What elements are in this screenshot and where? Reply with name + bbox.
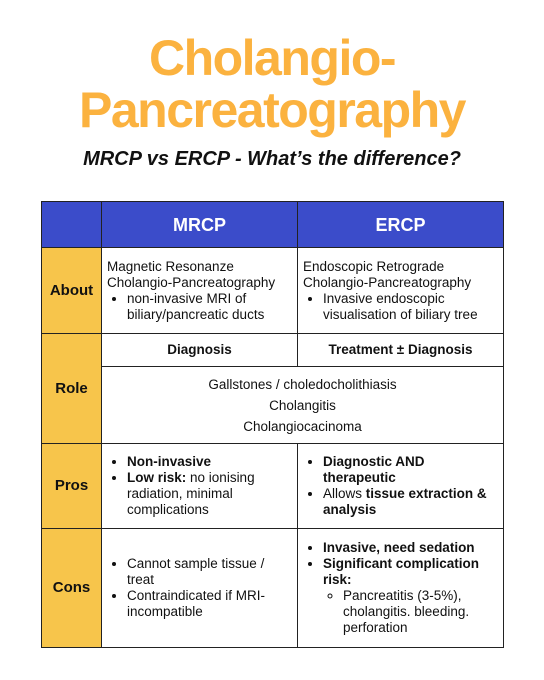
bullet: Invasive endoscopic visualisation of bil… [323, 291, 498, 323]
text: Non-invasive [127, 454, 212, 469]
cell: Gallstones / choledocholithiasis Cholang… [101, 366, 504, 444]
row-label: Cons [41, 528, 102, 648]
list: Non-invasive Low risk: no ionising radia… [107, 454, 292, 518]
text: Invasive, need sedation [323, 540, 475, 555]
text: Endoscopic Retrograde [303, 258, 445, 274]
cell: Invasive, need sedation Significant comp… [297, 528, 504, 648]
row: Pros Non-invasive Low risk: no ionising … [41, 443, 504, 529]
header-cell: MRCP [101, 201, 298, 248]
list: Invasive endoscopic visualisation of bil… [303, 291, 498, 323]
bullet: Significant complication risk: Pancreati… [323, 556, 498, 636]
cell: Magnetic Resonanze Cholangio-Pancreatogr… [101, 247, 298, 334]
header-cell [41, 201, 102, 248]
bullet: Invasive, need sedation [323, 540, 498, 556]
cell: Treatment ± Diagnosis [297, 333, 504, 367]
row-label: About [41, 247, 102, 334]
header-row: MRCP ERCP [41, 201, 504, 248]
bullet: Non-invasive [127, 454, 292, 470]
text: Cholangitis [269, 397, 336, 413]
text: Magnetic Resonanze [107, 258, 234, 274]
row: Cons Cannot sample tissue / treat Contra… [41, 528, 504, 648]
cell: Diagnosis [101, 333, 298, 367]
list: Invasive, need sedation Significant comp… [303, 540, 498, 636]
text: Diagnostic AND therapeutic [323, 454, 425, 485]
row-label: Role [41, 333, 102, 444]
bullet: Cannot sample tissue / treat [127, 556, 292, 588]
sub-list: Pancreatitis (3-5%), cholangitis. bleedi… [323, 588, 498, 636]
header-cell: ERCP [297, 201, 504, 248]
list: Cannot sample tissue / treat Contraindic… [107, 556, 292, 620]
text: tissue extraction & analysis [323, 486, 487, 517]
cell: Non-invasive Low risk: no ionising radia… [101, 443, 298, 529]
text: Low risk: [127, 470, 187, 485]
list: Diagnostic AND therapeutic Allows tissue… [303, 454, 498, 518]
title-line: Cholangio- [148, 30, 397, 86]
list: non-invasive MRI of biliary/pancreatic d… [107, 291, 292, 323]
subtitle: MRCP vs ERCP - What’s the difference? [83, 148, 461, 170]
text: Cholangio-Pancreatography [303, 274, 472, 290]
row: About Magnetic Resonanze Cholangio-Pancr… [41, 247, 504, 334]
text: no ionising radiation, minimal complicat… [127, 470, 255, 517]
comparison-table: MRCP ERCP About Magnetic Resonanze Chola… [41, 201, 504, 648]
bullet: Allows tissue extraction & analysis [323, 486, 498, 518]
row-label: Pros [41, 443, 102, 529]
cell: Endoscopic Retrograde Cholangio-Pancreat… [297, 247, 504, 334]
text: Cholangio-Pancreatography [107, 274, 276, 290]
text: Allows [323, 486, 363, 501]
bullet: non-invasive MRI of biliary/pancreatic d… [127, 291, 292, 323]
text: Gallstones / choledocholithiasis [208, 376, 397, 392]
text: Significant complication risk: [323, 556, 480, 587]
cell: Diagnostic AND therapeutic Allows tissue… [297, 443, 504, 529]
sub-bullet: Pancreatitis (3-5%), cholangitis. bleedi… [343, 588, 498, 636]
cell: Cannot sample tissue / treat Contraindic… [101, 528, 298, 648]
title-line: Pancreatography [79, 82, 466, 138]
row: Role Diagnosis Treatment ± Diagnosis [41, 333, 504, 444]
bullet: Contraindicated if MRI-incompatible [127, 588, 292, 620]
bullet: Diagnostic AND therapeutic [323, 454, 498, 486]
bullet: Low risk: no ionising radiation, minimal… [127, 470, 292, 518]
text: Cholangiocacinoma [243, 418, 362, 434]
row: Gallstones / choledocholithiasis Cholang… [42, 366, 504, 444]
